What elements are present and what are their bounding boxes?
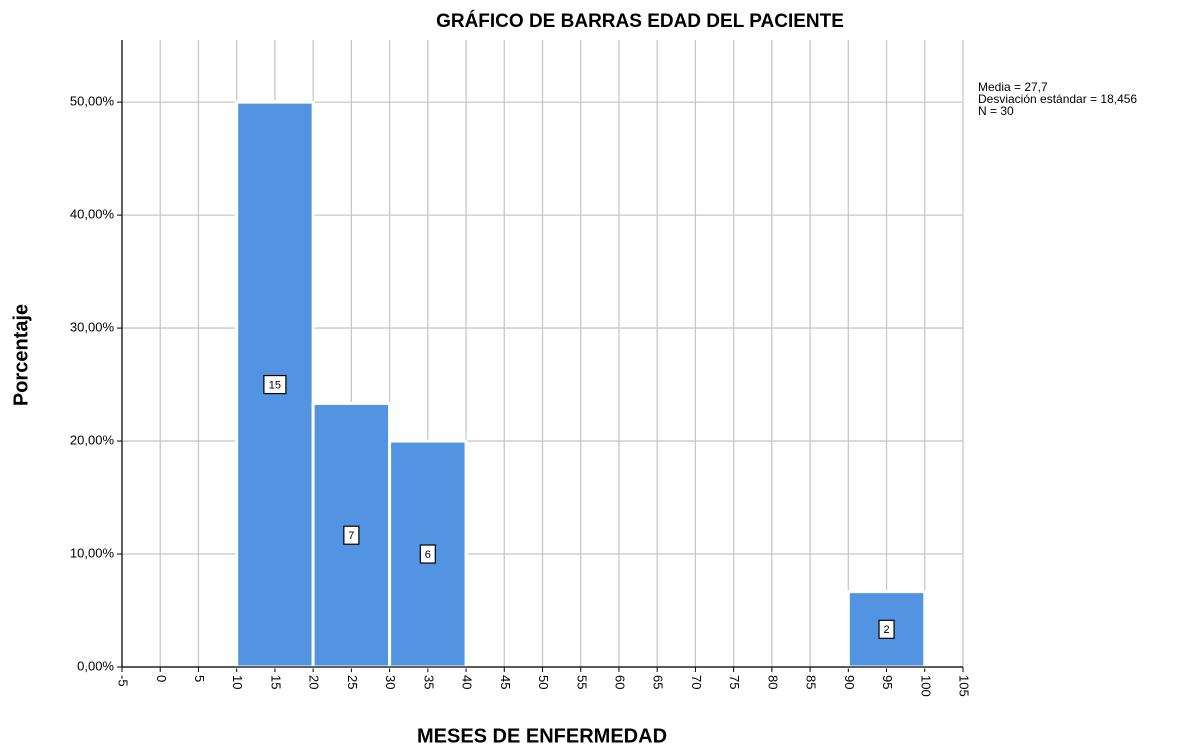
x-tick-label: 5 [192,675,207,682]
annotation: Media = 27,7 [978,80,1048,94]
x-axis-label: MESES DE ENFERMEDAD [417,725,667,747]
x-tick-label: 65 [651,675,666,689]
count-label: 7 [348,530,354,542]
x-tick-label: 35 [421,675,436,689]
x-tick-label: 105 [957,675,972,697]
x-tick-label: 25 [345,675,360,689]
count-box [878,619,895,639]
count-label: 6 [425,549,431,561]
x-tick-label: 15 [268,675,283,689]
x-tick-label: 100 [918,675,933,697]
x-tick-label: 90 [842,675,857,689]
y-tick-label: 0,00% [77,658,114,673]
y-tick-label: 10,00% [70,545,115,560]
x-tick-label: 80 [765,675,780,689]
y-tick-label: 30,00% [70,320,115,335]
y-tick-label: 50,00% [70,94,115,109]
chart-title: GRÁFICO DE BARRAS EDAD DEL PACIENTE [436,10,844,32]
x-tick-label: 30 [383,675,398,689]
y-tick-label: 40,00% [70,207,115,222]
count-box [419,544,436,564]
y-axis-label: Porcentaje [10,304,32,406]
x-tick-label: 50 [536,675,551,689]
x-tick-label: 20 [307,675,322,689]
x-tick-label: 70 [689,675,704,689]
x-tick-label: 40 [460,675,475,689]
x-tick-label: 95 [880,675,895,689]
annotation: Desviación estándar = 18,456 [978,92,1137,106]
x-tick-label: 60 [613,675,628,689]
count-label: 15 [269,379,281,391]
annotation: N = 30 [978,104,1014,118]
count-box [343,525,360,545]
count-box [263,374,287,395]
x-tick-label: -5 [116,675,131,687]
x-tick-label: 45 [498,675,513,689]
x-tick-label: 0 [154,675,169,682]
y-tick-label: 20,00% [70,432,115,447]
x-tick-label: 85 [804,675,819,689]
x-tick-label: 10 [230,675,245,689]
count-label: 2 [883,624,889,636]
x-tick-label: 75 [727,675,742,689]
x-tick-label: 55 [574,675,589,689]
